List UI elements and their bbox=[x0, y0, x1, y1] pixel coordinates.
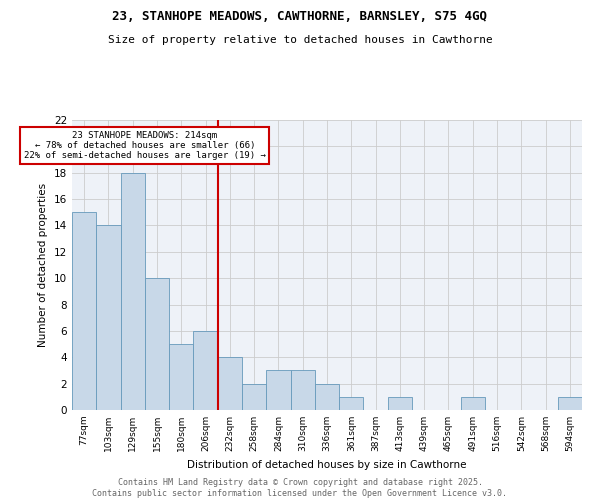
Bar bbox=[169, 344, 193, 410]
Bar bbox=[461, 397, 485, 410]
Bar bbox=[96, 226, 121, 410]
Bar bbox=[121, 172, 145, 410]
Text: 23 STANHOPE MEADOWS: 214sqm
← 78% of detached houses are smaller (66)
22% of sem: 23 STANHOPE MEADOWS: 214sqm ← 78% of det… bbox=[24, 130, 266, 160]
Bar bbox=[218, 358, 242, 410]
Bar bbox=[339, 397, 364, 410]
Text: 23, STANHOPE MEADOWS, CAWTHORNE, BARNSLEY, S75 4GQ: 23, STANHOPE MEADOWS, CAWTHORNE, BARNSLE… bbox=[113, 10, 487, 23]
Y-axis label: Number of detached properties: Number of detached properties bbox=[38, 183, 49, 347]
Bar bbox=[145, 278, 169, 410]
X-axis label: Distribution of detached houses by size in Cawthorne: Distribution of detached houses by size … bbox=[187, 460, 467, 469]
Bar bbox=[193, 331, 218, 410]
Bar bbox=[266, 370, 290, 410]
Bar bbox=[558, 397, 582, 410]
Bar bbox=[290, 370, 315, 410]
Bar bbox=[72, 212, 96, 410]
Text: Size of property relative to detached houses in Cawthorne: Size of property relative to detached ho… bbox=[107, 35, 493, 45]
Bar bbox=[315, 384, 339, 410]
Text: Contains HM Land Registry data © Crown copyright and database right 2025.
Contai: Contains HM Land Registry data © Crown c… bbox=[92, 478, 508, 498]
Bar bbox=[242, 384, 266, 410]
Bar bbox=[388, 397, 412, 410]
